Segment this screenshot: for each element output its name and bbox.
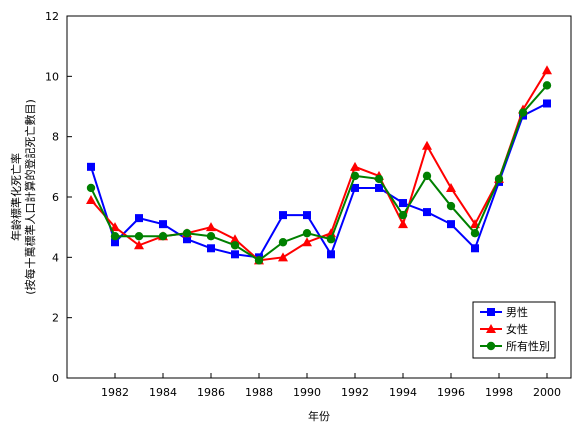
data-point [518, 108, 528, 117]
data-point [183, 235, 191, 244]
y-tick-label: 12 [45, 10, 59, 23]
data-point [543, 99, 551, 108]
data-point [159, 220, 167, 229]
data-point [110, 222, 120, 232]
y-tick-label: 2 [52, 312, 59, 325]
x-tick-label: 1984 [149, 386, 177, 399]
data-point [542, 65, 552, 75]
data-point [87, 162, 95, 171]
data-point [302, 237, 312, 247]
data-point [423, 208, 431, 217]
data-point [422, 140, 432, 150]
y-tick-label: 8 [52, 131, 59, 144]
x-tick-label: 1996 [437, 386, 465, 399]
data-point [446, 201, 456, 211]
data-point [375, 183, 383, 192]
y-tick-label: 6 [52, 191, 59, 204]
series-group [86, 65, 552, 265]
y-tick-label: 10 [45, 70, 59, 83]
legend-label: 男性 [506, 305, 528, 319]
data-point [399, 199, 407, 208]
data-point [470, 229, 480, 238]
y-axis: 0 2 4 6 8 10 12 [45, 10, 72, 385]
y-tick-label: 0 [52, 372, 59, 385]
data-point [110, 232, 120, 241]
data-point [279, 211, 287, 220]
x-tick-label: 1990 [293, 386, 321, 399]
data-point [303, 211, 311, 220]
data-point [230, 234, 240, 244]
data-point [278, 238, 288, 247]
data-point [231, 250, 239, 259]
data-point [350, 161, 360, 171]
data-point [230, 241, 240, 250]
data-point [134, 232, 144, 241]
data-point [134, 240, 144, 250]
y-tick-label: 4 [52, 251, 59, 264]
data-point [158, 232, 168, 241]
data-point [135, 214, 143, 223]
data-point [374, 174, 384, 184]
x-tick-label: 2000 [533, 386, 561, 399]
data-point [326, 235, 336, 244]
data-point [350, 171, 360, 181]
x-tick-label: 1986 [197, 386, 225, 399]
data-point [447, 220, 455, 229]
data-point [182, 229, 192, 238]
x-tick-label: 1994 [389, 386, 417, 399]
y-axis-label-line1: 年齡標準化死亡率 [9, 153, 23, 241]
legend-marker [486, 324, 496, 333]
data-point [207, 244, 215, 253]
x-tick-label: 1988 [245, 386, 273, 399]
legend-marker [486, 341, 496, 351]
data-point [422, 171, 432, 181]
x-tick-label: 1982 [101, 386, 129, 399]
x-tick-label: 1998 [485, 386, 513, 399]
series-2 [86, 81, 552, 265]
x-tick-label: 1992 [341, 386, 369, 399]
data-point [86, 183, 96, 193]
data-point [254, 256, 264, 265]
data-point [206, 232, 216, 241]
data-point [446, 182, 456, 192]
x-axis-label: 年份 [308, 409, 330, 423]
data-point [494, 174, 504, 184]
data-point [302, 229, 312, 238]
legend-marker [487, 308, 495, 316]
data-point [327, 250, 335, 259]
data-point [206, 222, 216, 232]
y-axis-label-line2: (按每十萬標準人口計算的登記死亡數目) [23, 99, 37, 295]
data-point [398, 210, 408, 220]
legend-label: 所有性別 [506, 339, 550, 353]
data-point [111, 238, 119, 247]
data-point [278, 252, 288, 262]
data-point [86, 195, 96, 205]
x-axis: 1982 1984 1986 1988 1990 1992 1994 1996 1998 2000 [101, 373, 561, 399]
data-point [471, 244, 479, 253]
data-point [398, 219, 408, 229]
legend-label: 女性 [506, 322, 528, 336]
data-point [542, 81, 552, 90]
data-point [351, 183, 359, 192]
